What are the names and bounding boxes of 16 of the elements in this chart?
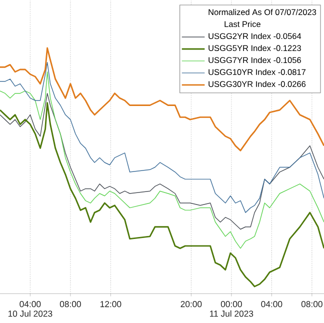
x-tick-label: 08:00 bbox=[301, 301, 322, 308]
x-tick-label: 00:00 bbox=[220, 301, 242, 308]
legend-label: USGG30YR Index -0.0266 bbox=[208, 80, 306, 88]
legend-title: Normalized As Of 07/07/2023 bbox=[208, 9, 316, 16]
text: 11 Jul 2023 bbox=[210, 310, 254, 317]
x-tick-label: 08:00 bbox=[60, 301, 81, 308]
x-tick-label: 20:00 bbox=[180, 301, 202, 308]
x-tick-label: 04:00 bbox=[20, 301, 41, 308]
text: 10 Jul 2023 bbox=[8, 310, 52, 317]
legend-label: USGG5YR Index -0.1223 bbox=[208, 44, 301, 52]
legend-label: USGG2YR Index -0.0564 bbox=[208, 32, 302, 40]
x-tick-label: 12:00 bbox=[100, 301, 122, 308]
text: Last Price bbox=[224, 20, 260, 28]
legend-label: USGG7YR Index -0.1056 bbox=[208, 56, 301, 64]
legend-label: USGG10YR Index -0.0817 bbox=[208, 68, 306, 76]
x-tick-label: 04:00 bbox=[261, 301, 282, 308]
